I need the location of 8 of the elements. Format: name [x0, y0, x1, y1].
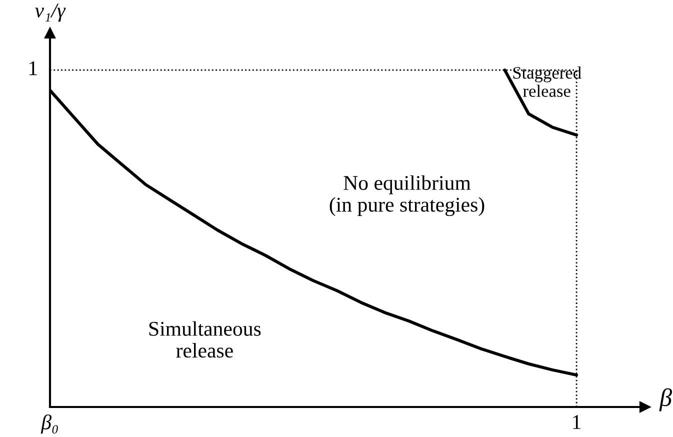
x-axis-title: β — [659, 388, 672, 412]
ref-line-label: 1 — [30, 61, 37, 76]
annotation: Staggered release — [513, 66, 582, 97]
text: 1 — [573, 415, 581, 429]
annotation: Simultaneous release — [149, 321, 261, 358]
text: β₀ — [40, 414, 58, 434]
annotation: No equilibrium (in pure strategies) — [330, 175, 484, 216]
y-axis-title: v₁/γ — [35, 4, 66, 22]
